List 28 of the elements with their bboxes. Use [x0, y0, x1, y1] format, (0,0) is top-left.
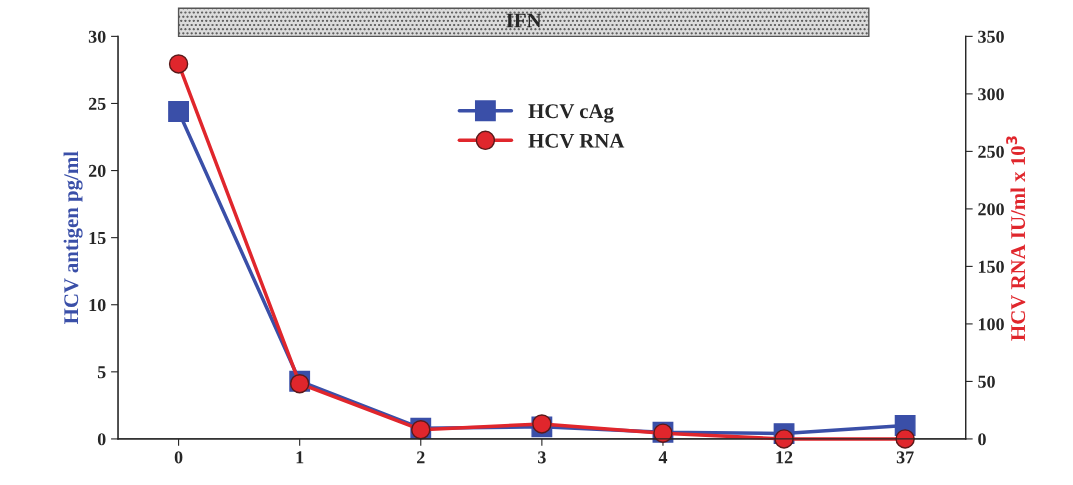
x-tick-label: 0 — [174, 451, 183, 464]
legend-label: HCV cAg — [528, 104, 614, 123]
y2-tick-label: 50 — [978, 375, 995, 388]
x-tick-label: 4 — [658, 451, 668, 464]
x-tick-label: 3 — [538, 451, 546, 464]
y2-tick-label: 200 — [978, 203, 1004, 216]
y-axis-title: HCV antigen pg/ml — [63, 151, 83, 324]
x-tick-label: 12 — [776, 451, 793, 464]
y2-tick-label: 350 — [978, 30, 1004, 43]
x-tick-label: 37 — [896, 451, 914, 464]
y2-tick-label: 300 — [978, 88, 1004, 101]
y-tick-label: 20 — [88, 164, 106, 177]
point — [168, 101, 189, 122]
y-tick-label: 30 — [88, 30, 106, 43]
y2-tick-label: 150 — [978, 260, 1004, 273]
y-tick-label: 10 — [89, 299, 106, 312]
y2-tick-label: 250 — [978, 145, 1004, 158]
x-tick-label: 2 — [417, 451, 425, 464]
y-tick-label: 0 — [97, 433, 106, 446]
y2-axis-title: HCV RNA IU/ml x 10$^{3}$ — [1006, 136, 1026, 341]
y-tick-label: 15 — [89, 231, 106, 245]
y-tick-label: 5 — [97, 366, 106, 379]
x-tick-label: 1 — [296, 451, 304, 464]
y-tick-label: 25 — [88, 97, 106, 110]
legend-label: HCV RNA — [528, 133, 625, 148]
y2-tick-label: 0 — [978, 433, 986, 446]
point — [168, 54, 189, 74]
y2-tick-label: 100 — [978, 318, 1004, 331]
